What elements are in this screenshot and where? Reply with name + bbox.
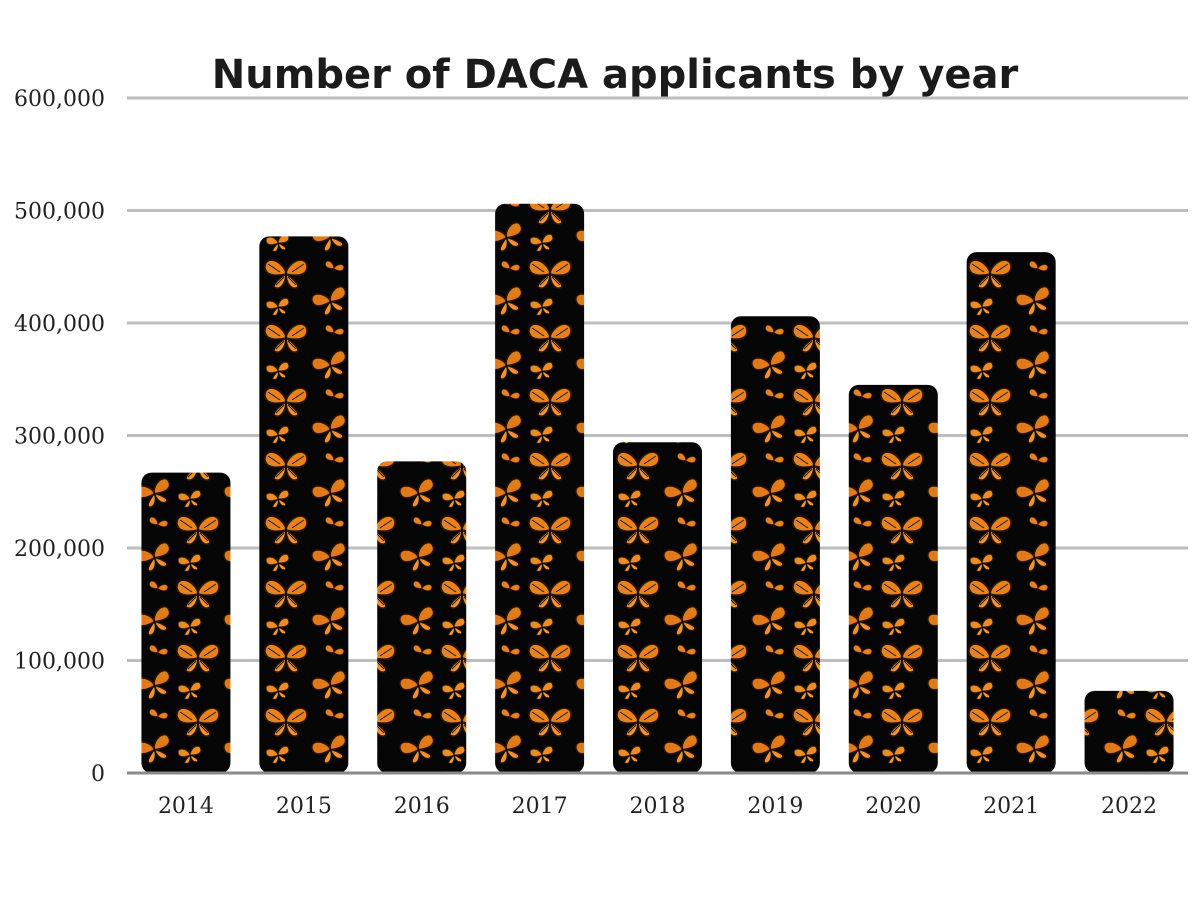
y-tick-label: 600,000	[14, 87, 105, 112]
bar-2021	[966, 252, 1056, 773]
y-tick-label: 0	[91, 762, 105, 787]
y-tick-label: 300,000	[14, 425, 105, 450]
x-tick-label: 2016	[394, 794, 450, 819]
y-tick-label: 500,000	[14, 200, 105, 225]
bar-2014	[141, 472, 231, 773]
y-tick-label: 100,000	[14, 650, 105, 675]
bar-2020	[848, 384, 938, 773]
x-tick-label: 2015	[276, 794, 332, 819]
bar-2022	[1084, 690, 1174, 773]
chart-title: Number of DACA applicants by year	[212, 52, 1019, 98]
x-tick-label: 2021	[983, 794, 1039, 819]
y-tick-label: 400,000	[14, 312, 105, 337]
bars	[141, 203, 1174, 773]
x-tick-label: 2018	[630, 794, 686, 819]
x-tick-label: 2017	[512, 794, 568, 819]
bar-2019	[730, 316, 820, 773]
x-tick-label: 2014	[158, 794, 214, 819]
bar-2015	[259, 236, 349, 773]
y-axis-ticks: 0 100,000 200,000 300,000 400,000 500,000 600,…	[14, 87, 105, 787]
bar-2016	[377, 461, 467, 773]
x-axis-ticks: 2014 2015 2016 2017 2018 2019 2020 2021 2022	[158, 794, 1157, 819]
bar-2017	[495, 203, 585, 773]
y-tick-label: 200,000	[14, 537, 105, 562]
x-tick-label: 2020	[865, 794, 921, 819]
x-tick-label: 2022	[1101, 794, 1157, 819]
x-tick-label: 2019	[747, 794, 803, 819]
bar-2018	[613, 442, 702, 773]
